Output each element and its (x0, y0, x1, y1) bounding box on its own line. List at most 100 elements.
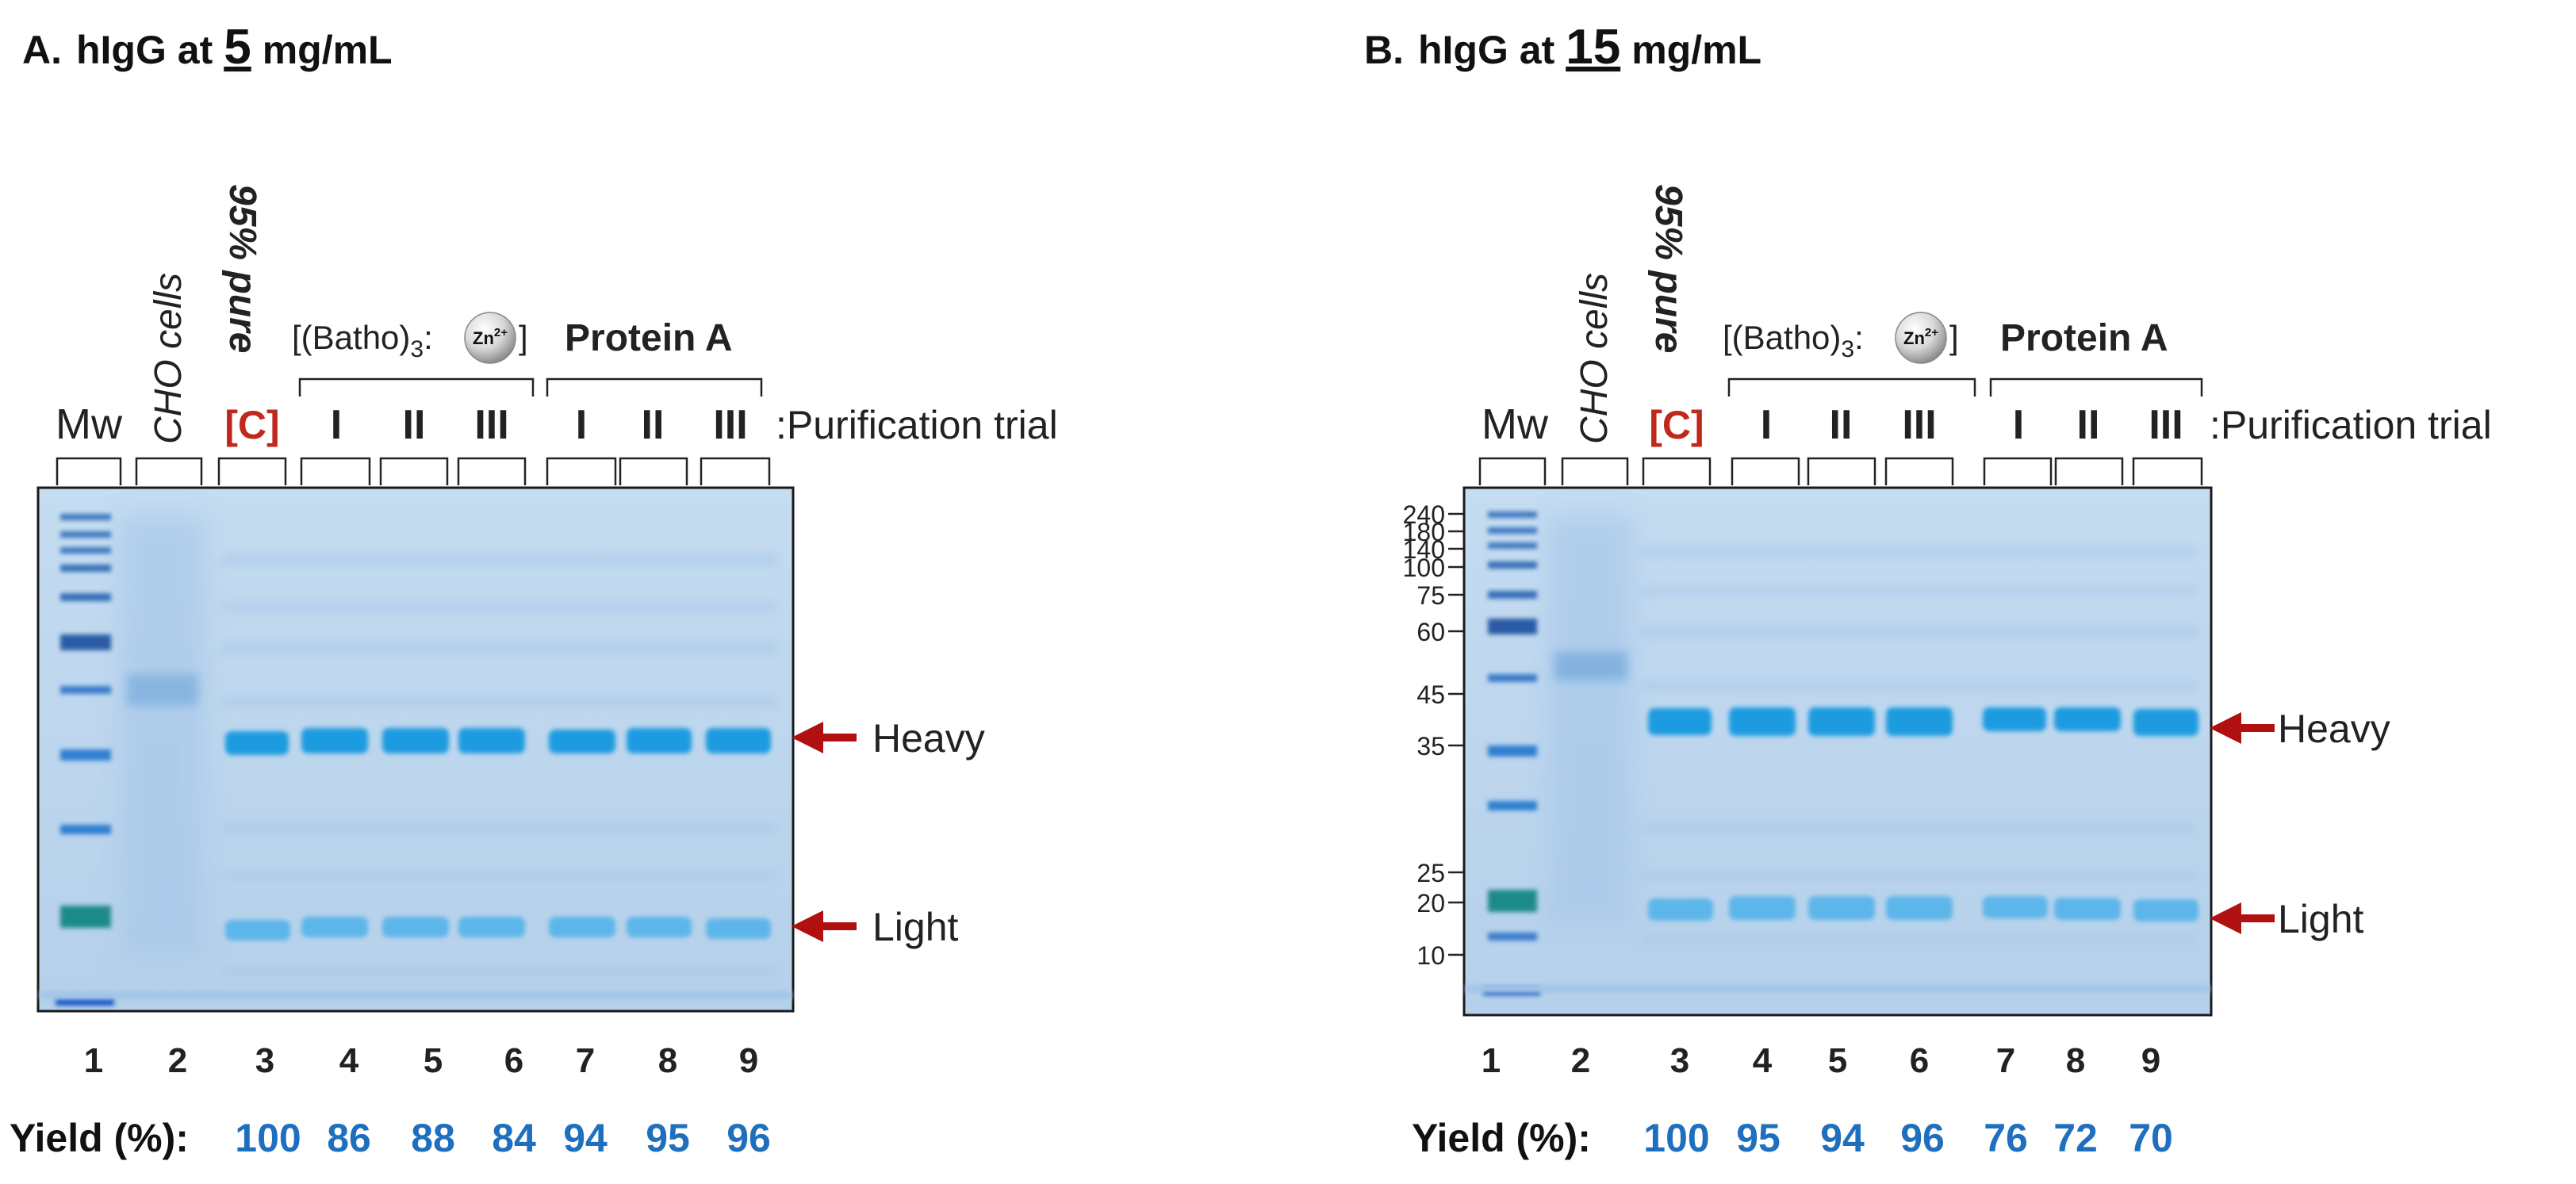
yield-value: 94 (563, 1116, 608, 1160)
lane-header-pure-label: 95% pure (1647, 184, 1689, 353)
yield-value: 88 (411, 1116, 455, 1160)
light-bands-a (225, 917, 771, 941)
trial-numeral: III (2149, 402, 2183, 448)
mw-marker-label: 60 (1416, 618, 1445, 646)
lane-numbers-b: 1 2 3 4 5 6 7 8 9 (1482, 1041, 2160, 1080)
svg-text:7: 7 (576, 1041, 595, 1080)
svg-text:[(Batho)3:: [(Batho)3: (1723, 319, 1864, 362)
batho-zn-label: [(Batho)3: Zn2+ ] (1723, 312, 1959, 364)
svg-text:[(Batho)3:: [(Batho)3: (292, 319, 433, 362)
svg-text:7: 7 (1996, 1041, 2015, 1080)
group-brackets (298, 377, 763, 397)
trial-numeral: II (403, 402, 426, 448)
mw-marker-label: 240 (1403, 500, 1445, 529)
svg-text:4: 4 (339, 1041, 359, 1080)
panel-title: A. hIgG at 5 mg/mL (22, 20, 393, 75)
heavy-bands-b (1648, 707, 2198, 736)
trial-numeral: I (2013, 402, 2024, 448)
yield-value: 86 (327, 1116, 371, 1160)
svg-text:9: 9 (739, 1041, 758, 1080)
svg-text:3: 3 (1670, 1041, 1689, 1080)
light-label: Light (2278, 897, 2364, 941)
mw-marker-label: 35 (1416, 732, 1445, 761)
yield-values-b: 100 95 94 96 76 72 70 (1643, 1116, 2173, 1160)
trial-numerals: I II III I II III (1761, 402, 2183, 448)
svg-text:9: 9 (2141, 1041, 2160, 1080)
yield-value: 72 (2053, 1116, 2098, 1160)
lane-numbers-a: 1 2 3 4 5 6 7 8 9 (84, 1041, 758, 1080)
bracket-batho (1727, 377, 1976, 397)
svg-text:1: 1 (84, 1041, 103, 1080)
svg-text:2: 2 (168, 1041, 187, 1080)
trial-numeral: I (576, 402, 587, 448)
gel-image-b (1462, 486, 2213, 1017)
mw-marker-label: 140 (1403, 535, 1445, 564)
lane-header-control: [C] (1649, 403, 1704, 447)
mw-marker-label: 100 (1403, 554, 1445, 582)
lane-brackets (1478, 457, 2203, 485)
trial-suffix: :Purification trial (776, 403, 1058, 447)
mw-marker-label: 180 (1403, 518, 1445, 546)
svg-text:6: 6 (1910, 1041, 1929, 1080)
yield-label: Yield (%): (10, 1116, 189, 1160)
svg-text:5: 5 (424, 1041, 443, 1080)
yield-value: 76 (1984, 1116, 2028, 1160)
mw-marker-label: 75 (1416, 581, 1445, 610)
svg-text:4: 4 (1753, 1041, 1773, 1080)
svg-text:1: 1 (1482, 1041, 1501, 1080)
protein-a-label: Protein A (565, 317, 733, 359)
zn-sphere-icon (464, 312, 516, 364)
svg-text:5: 5 (1828, 1041, 1847, 1080)
svg-text:8: 8 (2066, 1041, 2085, 1080)
yield-value: 84 (492, 1116, 536, 1160)
yield-value: 70 (2129, 1116, 2173, 1160)
heavy-label: Heavy (872, 716, 985, 761)
trial-numeral: I (1761, 402, 1772, 448)
trial-numeral: II (2077, 402, 2100, 448)
lane-brackets (56, 457, 771, 485)
yield-value: 100 (1643, 1116, 1709, 1160)
yield-value: 96 (1900, 1116, 1945, 1160)
svg-text:Zn2+: Zn2+ (473, 326, 508, 348)
lane-header-mw: Mw (56, 400, 123, 448)
lane-header-pure-label: 95% pure (221, 184, 263, 353)
lane-header-cho: CHO cells (1574, 273, 1616, 444)
mw-ladder-a (56, 514, 114, 1006)
zn-sphere-icon (1895, 312, 1947, 364)
lane-header-control: [C] (224, 403, 279, 447)
heavy-bands-a (225, 728, 771, 755)
group-brackets (1727, 377, 2203, 397)
trial-numerals: I II III I II III (331, 402, 748, 448)
trial-numeral: III (713, 402, 747, 448)
light-label: Light (872, 905, 959, 949)
svg-text:3: 3 (255, 1041, 274, 1080)
batho-zn-label: [(Batho)3: Zn2+ ] (292, 312, 528, 364)
trial-suffix: :Purification trial (2210, 403, 2492, 447)
trial-numeral: II (1830, 402, 1853, 448)
trial-numeral: I (331, 402, 342, 448)
yield-value: 100 (235, 1116, 301, 1160)
mw-marker-label: 45 (1416, 680, 1445, 709)
trial-numeral: II (642, 402, 665, 448)
bracket-batho (298, 377, 535, 397)
light-bands-b (1648, 896, 2198, 922)
svg-text:2: 2 (1571, 1041, 1590, 1080)
mw-marker-label: 25 (1416, 859, 1445, 887)
yield-values-a: 100 86 88 84 94 95 96 (235, 1116, 771, 1160)
mw-marker-label: 10 (1416, 941, 1445, 970)
heavy-label: Heavy (2278, 707, 2390, 751)
svg-text:]: ] (519, 319, 528, 356)
svg-text:6: 6 (504, 1041, 523, 1080)
lane-header-cho: CHO cells (148, 273, 190, 444)
protein-a-label: Protein A (2000, 317, 2168, 359)
trial-numeral: III (1902, 402, 1936, 448)
gel-image-a (36, 486, 795, 1013)
yield-label: Yield (%): (1412, 1116, 1591, 1160)
bracket-protein-a (546, 377, 763, 397)
band-annotations-b: Heavy Light (2210, 707, 2390, 941)
panel-a: A. hIgG at 5 mg/mL Mw CHO cells 95% pure [C… (10, 20, 1058, 1160)
mw-marker-label: 20 (1416, 889, 1445, 918)
yield-value: 96 (726, 1116, 771, 1160)
